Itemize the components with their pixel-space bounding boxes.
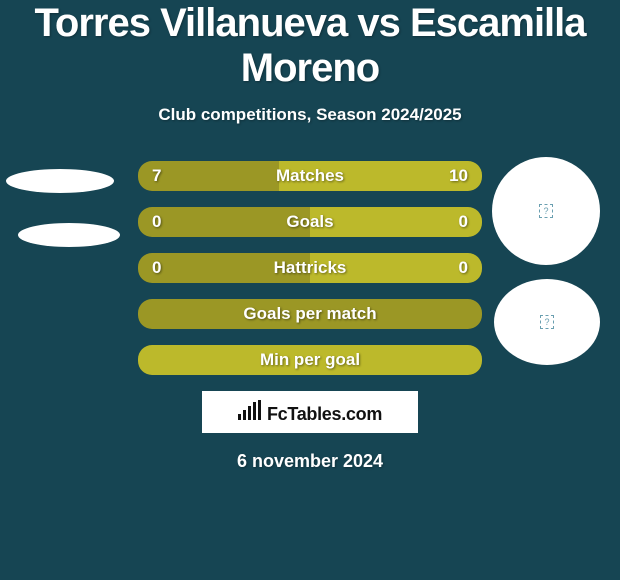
stat-value-left: 0 xyxy=(152,258,161,278)
avatar-placeholder-ellipse xyxy=(18,223,120,247)
avatar-placeholder-circle: ? xyxy=(494,279,600,365)
stat-value-right: 0 xyxy=(459,212,468,232)
avatar-placeholder-ellipse xyxy=(6,169,114,193)
stat-label: Matches xyxy=(138,166,482,186)
avatar-placeholder-circle: ? xyxy=(492,157,600,265)
brand-bar-segment xyxy=(243,410,246,420)
page-title: Torres Villanueva vs Escamilla Moreno xyxy=(0,0,620,91)
brand-bar-segment xyxy=(253,402,256,420)
stat-value-left: 0 xyxy=(152,212,161,232)
stat-label: Min per goal xyxy=(138,350,482,370)
brand-bars-icon xyxy=(238,400,261,420)
stat-value-right: 0 xyxy=(459,258,468,278)
unknown-icon: ? xyxy=(540,315,554,329)
left-player-avatars xyxy=(6,169,120,247)
brand-bar-segment xyxy=(258,400,261,420)
stat-value-right: 10 xyxy=(449,166,468,186)
brand-box: FcTables.com xyxy=(202,391,418,433)
stat-label: Goals per match xyxy=(138,304,482,324)
brand-inner: FcTables.com xyxy=(238,400,382,425)
stat-row: Matches7 10 xyxy=(138,161,482,191)
stat-value-left: 7 xyxy=(152,166,161,186)
stat-row: Goals0 0 xyxy=(138,207,482,237)
date-label: 6 november 2024 xyxy=(0,451,620,472)
page-subtitle: Club competitions, Season 2024/2025 xyxy=(0,105,620,125)
stat-row: Goals per match xyxy=(138,299,482,329)
stat-label: Goals xyxy=(138,212,482,232)
brand-bar-segment xyxy=(248,406,251,420)
stat-bars: Matches710Goals00Hattricks00Goals per ma… xyxy=(138,157,482,375)
stat-row: Min per goal xyxy=(138,345,482,375)
unknown-icon: ? xyxy=(539,204,553,218)
stat-row: Hattricks0 0 xyxy=(138,253,482,283)
stat-label: Hattricks xyxy=(138,258,482,278)
content-area: ? ? Matches710Goals00Hattricks00Goals pe… xyxy=(0,157,620,472)
brand-bar-segment xyxy=(238,414,241,420)
brand-text: FcTables.com xyxy=(267,404,382,425)
right-player-avatars: ? ? xyxy=(492,157,600,379)
